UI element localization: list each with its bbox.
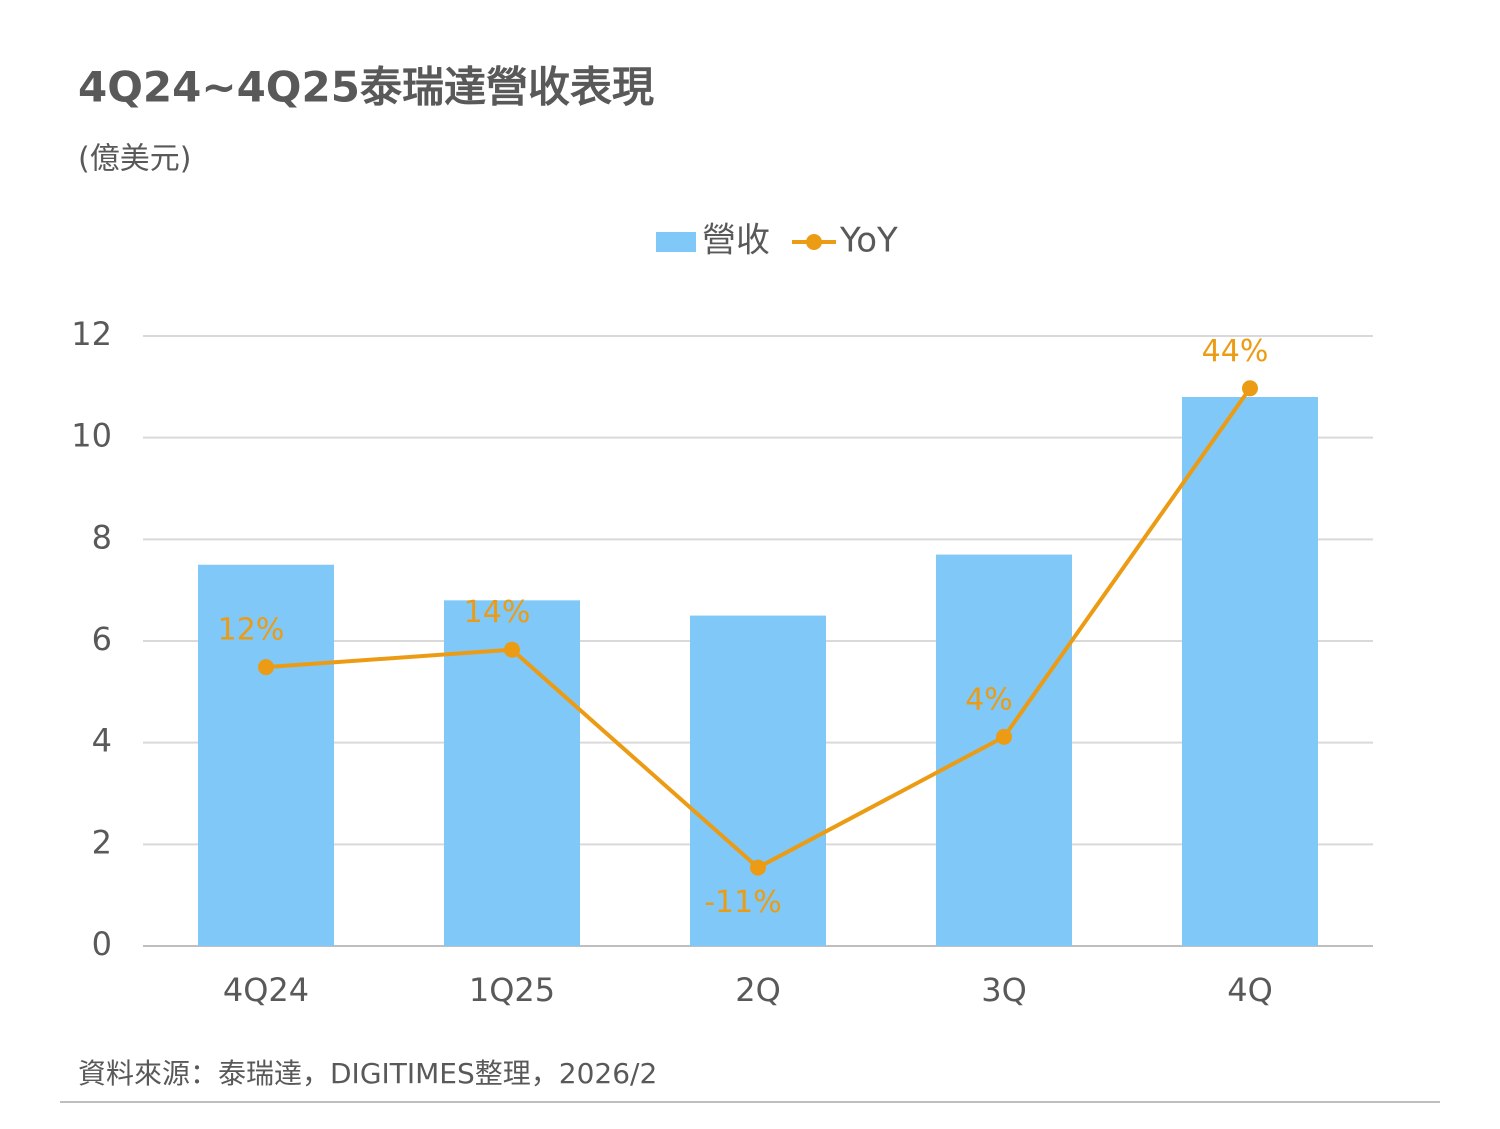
source-note: 資料來源：泰瑞達，DIGITIMES整理，2026/2 — [78, 1057, 657, 1090]
data-label: 12% — [218, 613, 285, 648]
data-label: -11% — [704, 885, 782, 920]
y-tick-label: 8 — [92, 518, 112, 556]
bar — [1182, 397, 1318, 946]
chart-subtitle: (億美元) — [78, 142, 191, 177]
line-point — [996, 728, 1012, 745]
line-point — [1242, 380, 1258, 397]
x-tick-label: 1Q25 — [469, 971, 555, 1009]
y-tick-label: 12 — [71, 315, 112, 353]
y-tick-label: 0 — [92, 925, 112, 963]
line-point — [750, 859, 766, 876]
x-tick-label: 3Q — [981, 971, 1027, 1009]
data-label: 4% — [965, 682, 1013, 717]
data-label: 44% — [1202, 334, 1269, 369]
chart-title: 4Q24~4Q25泰瑞達營收表現 — [78, 63, 654, 112]
line-point — [258, 659, 274, 676]
x-tick-label: 4Q24 — [223, 971, 309, 1009]
bar — [444, 600, 580, 946]
y-tick-label: 4 — [92, 722, 112, 760]
bar — [936, 554, 1072, 946]
y-tick-label: 6 — [92, 620, 112, 658]
legend-label: 營收 — [702, 221, 770, 261]
line-point — [504, 641, 520, 658]
bar — [198, 564, 334, 946]
x-tick-label: 4Q — [1227, 971, 1273, 1009]
data-label: 14% — [464, 595, 531, 630]
legend-swatch — [656, 232, 696, 252]
x-tick-label: 2Q — [735, 971, 781, 1009]
legend-label: YoY — [839, 221, 898, 261]
y-tick-label: 2 — [92, 823, 112, 861]
y-tick-label: 10 — [71, 417, 112, 455]
legend-swatch — [806, 234, 822, 250]
bar — [690, 615, 826, 946]
